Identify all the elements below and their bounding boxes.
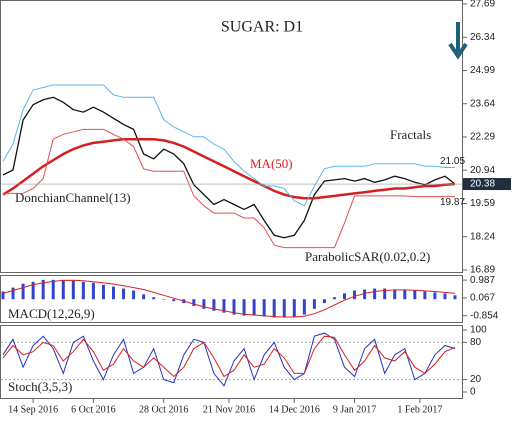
x-tick-label: 14 Dec 2016 [269,404,320,415]
macd-bar [11,287,15,300]
macd-bar [443,293,447,300]
y-tick-label: 26.34 [470,32,495,43]
y-tick-label: 80 [470,337,482,348]
y-tick-label: 24.99 [470,65,495,76]
macd-bar [322,299,326,304]
macd-bar [91,282,95,300]
macd-bar [192,299,196,306]
macd-bar [383,288,387,300]
series-line [2,96,456,239]
annotation: Fractals [390,127,431,142]
x-tick-label: 6 Oct 2016 [71,404,115,415]
macd-bar [453,295,457,300]
macd-bar [282,299,286,318]
macd-bar [262,299,266,317]
macd-bar [292,299,296,317]
macd-bar [202,299,206,309]
series-line [2,279,456,318]
macd-bar [302,299,306,315]
annotation: DonchianChannel(13) [15,190,131,205]
macd-bar [41,279,45,300]
macd-bar [101,284,105,300]
macd-bar [51,279,55,300]
macd-panel [0,275,463,323]
y-tick-label: 18.24 [470,231,495,242]
macd-bar [162,299,166,300]
macd-bar [122,288,126,300]
annotation: MACD(12,26,9) [8,306,95,321]
macd-bar [232,299,236,315]
down-arrow [448,22,468,60]
macd-bar [413,290,417,300]
macd-bar [81,281,85,300]
y-tick-label: 0.067 [470,293,495,304]
macd-bar [403,289,407,300]
annotation: Stoch(3,5,3) [8,379,72,394]
y-tick-label: 0.987 [470,275,495,286]
macd-bar [332,297,336,300]
x-tick-label: 14 Sep 2016 [8,404,58,415]
y-tick-label: 0 [470,387,476,398]
macd-bar [363,289,367,300]
macd-bar [423,291,427,300]
x-tick-label: 28 Oct 2016 [139,404,188,415]
last-price-label: 20.38 [470,179,495,190]
y-tick-label: 20.94 [470,165,495,176]
macd-bar [21,283,25,300]
annotation: ParabolicSAR(0.02,0.2) [305,249,430,264]
x-tick-label: 9 Jan 2017 [333,404,376,415]
macd-bar [393,289,397,300]
series-line [2,84,455,207]
macd-bar [242,299,246,316]
macd-bar [222,299,226,313]
series-line [3,128,455,249]
macd-bar [353,290,357,300]
macd-bar [373,288,377,300]
y-tick-label: 19.59 [470,198,495,209]
macd-bar [31,281,35,300]
last-price-box [463,178,511,191]
macd-bar [272,299,276,318]
chart-title: SUGAR: D1 [221,19,303,36]
channel-label: 21.05 [440,156,465,167]
series-line [2,137,456,200]
macd-bar [312,299,316,309]
macd-bar [71,280,75,300]
macd-bar [433,292,437,300]
macd-bar [1,291,5,300]
macd-bar [142,294,146,300]
channel-label: 19.87 [440,197,465,208]
macd-bar [172,299,176,302]
series-line [2,335,456,378]
y-tick-label: 27.69 [470,0,495,10]
y-tick-label: 16.89 [470,265,495,276]
macd-bar [152,297,156,300]
macd-bar [111,286,115,300]
macd-bar [343,293,347,300]
y-tick-label: 22.29 [470,132,495,143]
x-tick-label: 21 Nov 2016 [203,404,255,415]
annotation: MA(50) [250,156,293,171]
macd-bar [132,290,136,300]
y-tick-label: -0.854 [470,310,499,321]
y-tick-label: 23.64 [470,98,495,109]
macd-bar [252,299,256,316]
y-tick-label: 100 [470,325,487,336]
macd-bar [61,279,65,300]
x-tick-label: 1 Feb 2017 [397,404,442,415]
stoch-panel [0,325,463,399]
macd-bar [212,299,216,311]
y-tick-label: 20 [470,374,482,385]
